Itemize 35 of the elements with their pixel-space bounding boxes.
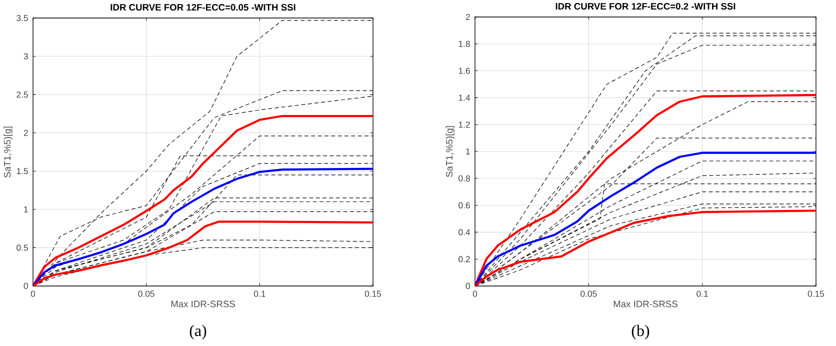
y-tick-label: 0: [466, 282, 470, 290]
x-tick-label: 0.1: [696, 290, 708, 297]
y-tick-label: 0.5: [16, 244, 28, 251]
y-tick-label: 1: [24, 206, 28, 212]
y-tick-label: 2: [466, 14, 470, 20]
y-axis-title: SaT1,%5)[g]: [4, 126, 12, 178]
y-tick-label: 1.4: [458, 94, 470, 101]
text: (b): [632, 324, 650, 340]
x-tick-label: 0.15: [808, 290, 824, 297]
x-axis-title: Max IDR-SRSS: [171, 300, 235, 308]
x-tick-label: 0: [472, 290, 478, 297]
chart-title: IDR CURVE FOR 12F-ECC=0.05 -WITH SSI: [110, 4, 296, 11]
y-tick-label: 1.6: [458, 68, 470, 74]
y-tick-label: 1.5: [16, 168, 28, 174]
text: (a): [190, 324, 206, 340]
y-tick-label: 1.8: [458, 40, 470, 47]
y-tick-label: 0.4: [458, 229, 470, 236]
y-tick-label: 2.5: [16, 92, 28, 98]
y-tick-label: 3: [24, 53, 28, 60]
x-tick-label: 0.05: [580, 290, 597, 297]
y-tick-label: 1: [466, 148, 470, 154]
y-tick-label: 0.6: [458, 202, 470, 208]
x-tick-label: 0.15: [364, 290, 382, 297]
x-tick-label: 0: [30, 290, 36, 297]
y-tick-label: 0: [24, 282, 28, 290]
y-tick-label: 0.8: [458, 175, 470, 182]
x-tick-label: 0.05: [138, 290, 154, 297]
x-tick-label: 0.1: [254, 290, 266, 297]
chart-title: IDR CURVE FOR 12F-ECC=0.2 -WITH SSI: [556, 3, 736, 10]
x-axis-title: Max IDR-SRSS: [614, 300, 678, 308]
y-tick-label: 2: [24, 130, 28, 136]
y-tick-label: 1.2: [458, 122, 470, 128]
y-axis-title: SaT1,%5)[g]: [446, 126, 454, 178]
y-tick-label: 3.5: [16, 14, 28, 22]
y-tick-label: 0.2: [458, 256, 470, 262]
